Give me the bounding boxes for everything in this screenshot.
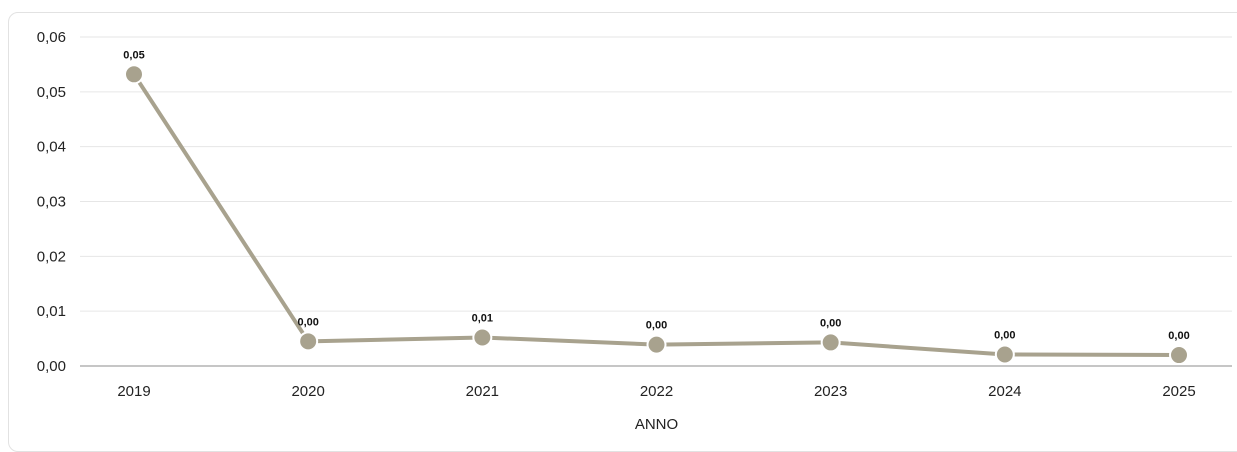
data-point[interactable] [1169,345,1189,366]
data-point[interactable] [472,327,493,348]
x-tick-label: 2025 [1162,383,1195,400]
data-point[interactable] [298,331,319,352]
data-label: 0,00 [297,316,318,328]
y-tick-label: 0,02 [37,248,66,265]
data-point[interactable] [124,64,144,85]
y-axis-ticks: 0,00 0,01 0,02 0,03 0,04 0,05 0,06 [37,29,66,375]
data-point[interactable] [820,332,841,353]
y-tick-label: 0,04 [37,139,66,156]
series-layer [124,64,1189,366]
data-label: 0,00 [820,317,841,329]
y-tick-label: 0,06 [37,29,66,46]
data-label: 0,00 [1168,330,1189,342]
y-tick-label: 0,05 [37,84,66,101]
x-tick-label: 2021 [466,383,499,400]
x-axis-ticks: 2019 2020 2021 2022 2023 2024 2025 [117,383,1195,400]
data-label: 0,00 [646,320,667,332]
x-axis-title: ANNO [635,416,678,433]
y-tick-label: 0,01 [37,303,66,320]
data-labels: 0,05 0,00 0,01 0,00 0,00 0,00 0,00 [123,49,1189,342]
chart-card [8,12,1237,452]
x-tick-label: 2022 [640,383,673,400]
data-label: 0,00 [994,329,1015,341]
data-label: 0,01 [472,312,493,324]
x-tick-label: 2023 [814,383,847,400]
y-tick-label: 0,00 [37,358,66,375]
x-tick-label: 2024 [988,383,1021,400]
series-line [132,72,1181,358]
data-point[interactable] [994,344,1015,365]
y-tick-label: 0,03 [37,194,66,211]
x-tick-label: 2020 [291,383,324,400]
x-tick-label: 2019 [117,383,150,400]
data-label: 0,05 [123,49,144,61]
gridlines [80,36,1232,312]
data-point[interactable] [646,334,667,355]
